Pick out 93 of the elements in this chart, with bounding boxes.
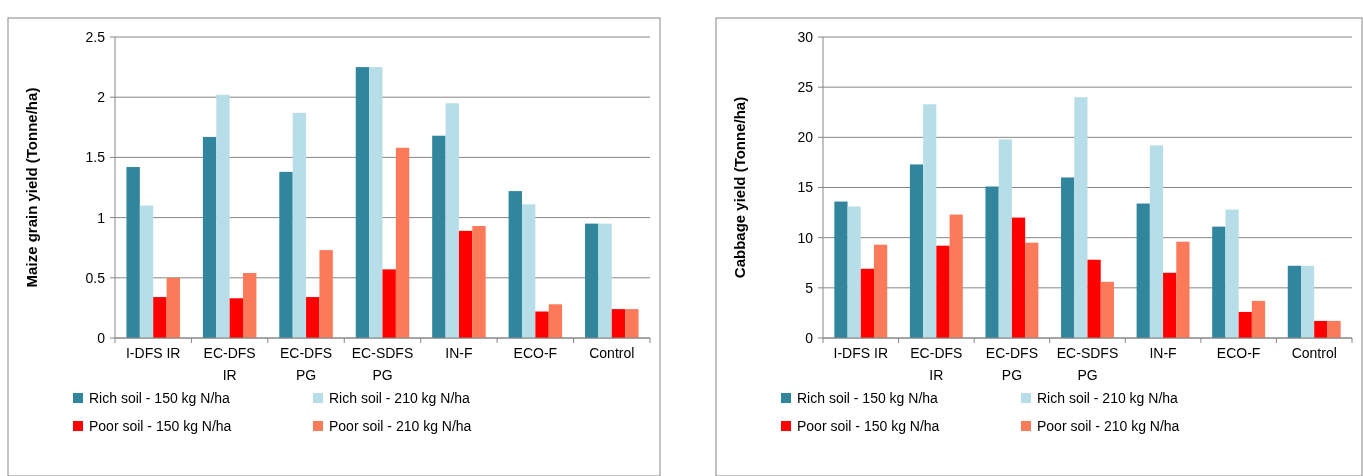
bar xyxy=(216,94,230,338)
legend-label: Poor soil - 150 kg N/ha xyxy=(797,417,940,434)
bar xyxy=(432,135,446,338)
x-tick-label: I-DFS IR xyxy=(833,345,889,361)
bar xyxy=(1327,320,1341,338)
bar xyxy=(126,167,140,338)
bar xyxy=(1212,226,1226,338)
bar xyxy=(1238,311,1252,338)
y-axis-title: Cabbage yield (Tonne/ha) xyxy=(731,96,748,279)
x-tick-label: EC-SDFS PG xyxy=(1056,345,1119,383)
bar xyxy=(1300,265,1315,338)
y-tick-label: 5 xyxy=(805,279,814,296)
bar xyxy=(279,171,293,338)
x-tick-label: Control xyxy=(589,345,635,361)
bar xyxy=(355,67,370,338)
y-tick-label: 1 xyxy=(97,209,106,226)
legend-label: Poor soil - 210 kg N/ha xyxy=(329,417,472,434)
bar xyxy=(139,205,154,338)
y-tick-label: 20 xyxy=(797,129,814,146)
bar xyxy=(1149,145,1164,338)
bar xyxy=(1061,177,1075,338)
bar xyxy=(243,272,257,338)
bar xyxy=(445,103,459,338)
y-tick-label: 0 xyxy=(97,329,106,346)
bar xyxy=(166,277,180,338)
legend-label: Rich soil - 210 kg N/ha xyxy=(1037,389,1179,406)
y-axis-title: Maize grain yield (Tonne/ha) xyxy=(23,87,40,288)
bar xyxy=(535,311,549,338)
bar xyxy=(229,298,244,338)
bar xyxy=(1287,265,1301,338)
bar xyxy=(395,147,410,338)
bar xyxy=(521,204,536,338)
y-tick-label: 30 xyxy=(797,28,814,45)
bar xyxy=(1025,242,1039,338)
bar xyxy=(834,201,848,338)
bar xyxy=(611,309,626,338)
legend-label: Rich soil - 150 kg N/ha xyxy=(797,389,939,406)
y-tick-label: 1.5 xyxy=(85,149,106,166)
y-tick-label: 0.5 xyxy=(85,269,106,286)
bar xyxy=(909,164,924,338)
y-tick-label: 25 xyxy=(797,79,814,96)
x-tick-label: ECO-F xyxy=(513,345,558,361)
bar xyxy=(382,269,396,338)
bar xyxy=(998,139,1012,338)
bar xyxy=(1136,203,1150,338)
legend-label: Rich soil - 210 kg N/ha xyxy=(329,389,471,406)
bar xyxy=(369,67,383,338)
y-tick-label: 2 xyxy=(97,89,106,106)
bar xyxy=(598,223,612,338)
bar xyxy=(936,245,950,338)
y-tick-label: 15 xyxy=(797,179,814,196)
x-tick-label: EC-DFS IR xyxy=(910,345,963,383)
bar xyxy=(292,112,307,338)
bar xyxy=(306,297,320,338)
bar xyxy=(472,226,486,338)
legend-label: Rich soil - 150 kg N/ha xyxy=(89,389,231,406)
bar xyxy=(985,186,999,338)
bar xyxy=(923,104,937,338)
bar xyxy=(508,191,522,338)
bar xyxy=(847,206,861,338)
x-tick-label: IN-F xyxy=(445,345,473,361)
bar xyxy=(1163,272,1177,338)
x-tick-label: IN-F xyxy=(1149,345,1177,361)
bar xyxy=(949,214,963,338)
y-tick-label: 2.5 xyxy=(85,28,106,45)
bar xyxy=(1100,281,1114,338)
bar xyxy=(153,297,167,338)
x-tick-label: EC-DFS PG xyxy=(280,345,333,383)
legend-label: Poor soil - 210 kg N/ha xyxy=(1037,417,1180,434)
bar xyxy=(1251,300,1266,338)
bar xyxy=(1074,97,1088,338)
bar xyxy=(319,250,333,338)
y-tick-label: 10 xyxy=(797,229,814,246)
bar xyxy=(1011,217,1026,338)
bar xyxy=(202,136,217,338)
bar xyxy=(860,268,875,338)
bar xyxy=(1225,209,1239,338)
bar xyxy=(548,304,563,338)
bar xyxy=(1087,259,1101,338)
x-tick-label: EC-DFS IR xyxy=(203,345,256,383)
legend-label: Poor soil - 150 kg N/ha xyxy=(89,417,232,434)
y-tick-label: 0 xyxy=(805,329,814,346)
x-tick-label: EC-SDFS PG xyxy=(351,345,414,383)
x-tick-label: I-DFS IR xyxy=(125,345,181,361)
bar xyxy=(1314,320,1328,338)
x-tick-label: ECO-F xyxy=(1216,345,1261,361)
bar xyxy=(585,223,599,338)
bar xyxy=(1176,241,1190,338)
bar xyxy=(625,309,639,338)
x-tick-label: EC-DFS PG xyxy=(985,345,1038,383)
bar xyxy=(874,244,888,338)
x-tick-label: Control xyxy=(1291,345,1337,361)
bar xyxy=(458,230,473,338)
